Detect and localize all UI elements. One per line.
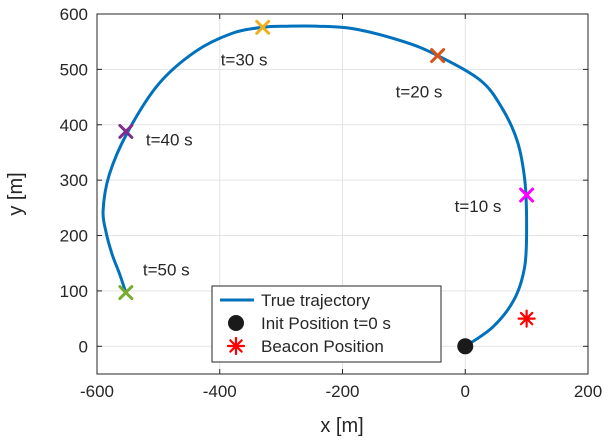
time-label: t=40 s (146, 130, 193, 149)
y-tick-label: 300 (60, 171, 88, 190)
y-tick-label: 400 (60, 116, 88, 135)
y-tick-label: 100 (60, 282, 88, 301)
time-marker-cross (118, 123, 134, 139)
time-label: t=20 s (396, 83, 443, 102)
time-marker-cross (118, 285, 134, 301)
time-marker-2 (430, 48, 446, 64)
time-marker-cross (255, 19, 271, 35)
legend-swatch-init (228, 315, 244, 331)
grid (96, 13, 589, 374)
axes-box (96, 13, 589, 375)
special-points (457, 309, 536, 355)
trajectory-layer (101, 24, 529, 348)
beacon-position-marker (517, 309, 536, 328)
x-tick-label: -200 (325, 382, 359, 401)
init-position-marker (457, 338, 474, 355)
x-tick-label: -400 (203, 382, 237, 401)
time-label: t=10 s (455, 197, 502, 216)
x-tick-label: 200 (574, 382, 602, 401)
time-marker-5 (118, 285, 134, 301)
true-trajectory-line (101, 24, 529, 348)
y-tick-label: 200 (60, 227, 88, 246)
x-axis-label: x [m] (320, 415, 363, 437)
time-marker-1 (519, 187, 535, 203)
time-label: t=30 s (221, 50, 268, 69)
x-tick-label: -600 (80, 382, 114, 401)
x-tick-label: 0 (461, 382, 470, 401)
legend-entry-label: Beacon Position (261, 337, 384, 356)
legend: True trajectory Init Position t=0 s Beacon… (211, 285, 442, 363)
beacon-asterisk-stroke (229, 339, 243, 353)
legend-entry-label: True trajectory (261, 291, 370, 310)
time-marker-3 (255, 19, 271, 35)
time-marker-cross (519, 187, 535, 203)
y-axis-label: y [m] (5, 172, 27, 215)
time-label: t=50 s (143, 261, 190, 280)
y-tick-label: 0 (79, 337, 88, 356)
time-marker-4 (118, 123, 134, 139)
time-markers: t=10 s t=20 s t=30 s t=40 s t=50 s (118, 19, 535, 301)
time-marker-cross (430, 48, 446, 64)
tick-labels: -600 -400 -200 0 200 0 100 200 300 400 500 600 (60, 5, 603, 401)
y-tick-label: 600 (60, 5, 88, 24)
beacon-asterisk-stroke (519, 311, 534, 326)
legend-swatch-beacon (226, 336, 246, 356)
legend-entry-label: Init Position t=0 s (261, 314, 391, 333)
y-tick-label: 500 (60, 60, 88, 79)
